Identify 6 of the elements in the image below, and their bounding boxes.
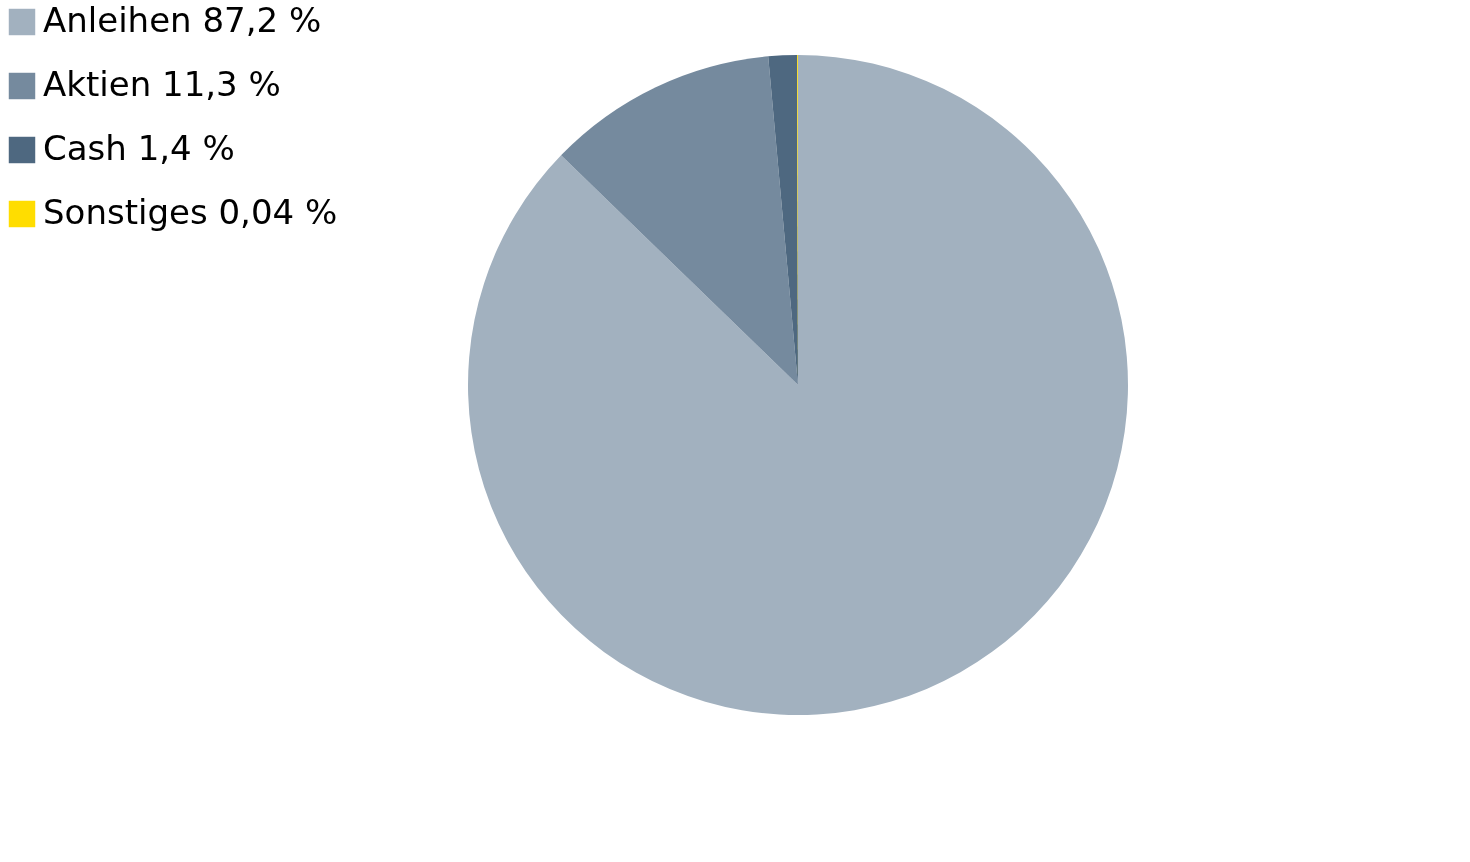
legend-label: Cash 1,4 % — [43, 128, 235, 168]
legend-label: Sonstiges 0,04 % — [43, 192, 338, 232]
pie-slice — [561, 56, 798, 385]
legend-label: Aktien 11,3 % — [43, 64, 281, 104]
pie-slice — [468, 55, 1128, 715]
legend-label: Anleihen 87,2 % — [43, 0, 322, 40]
